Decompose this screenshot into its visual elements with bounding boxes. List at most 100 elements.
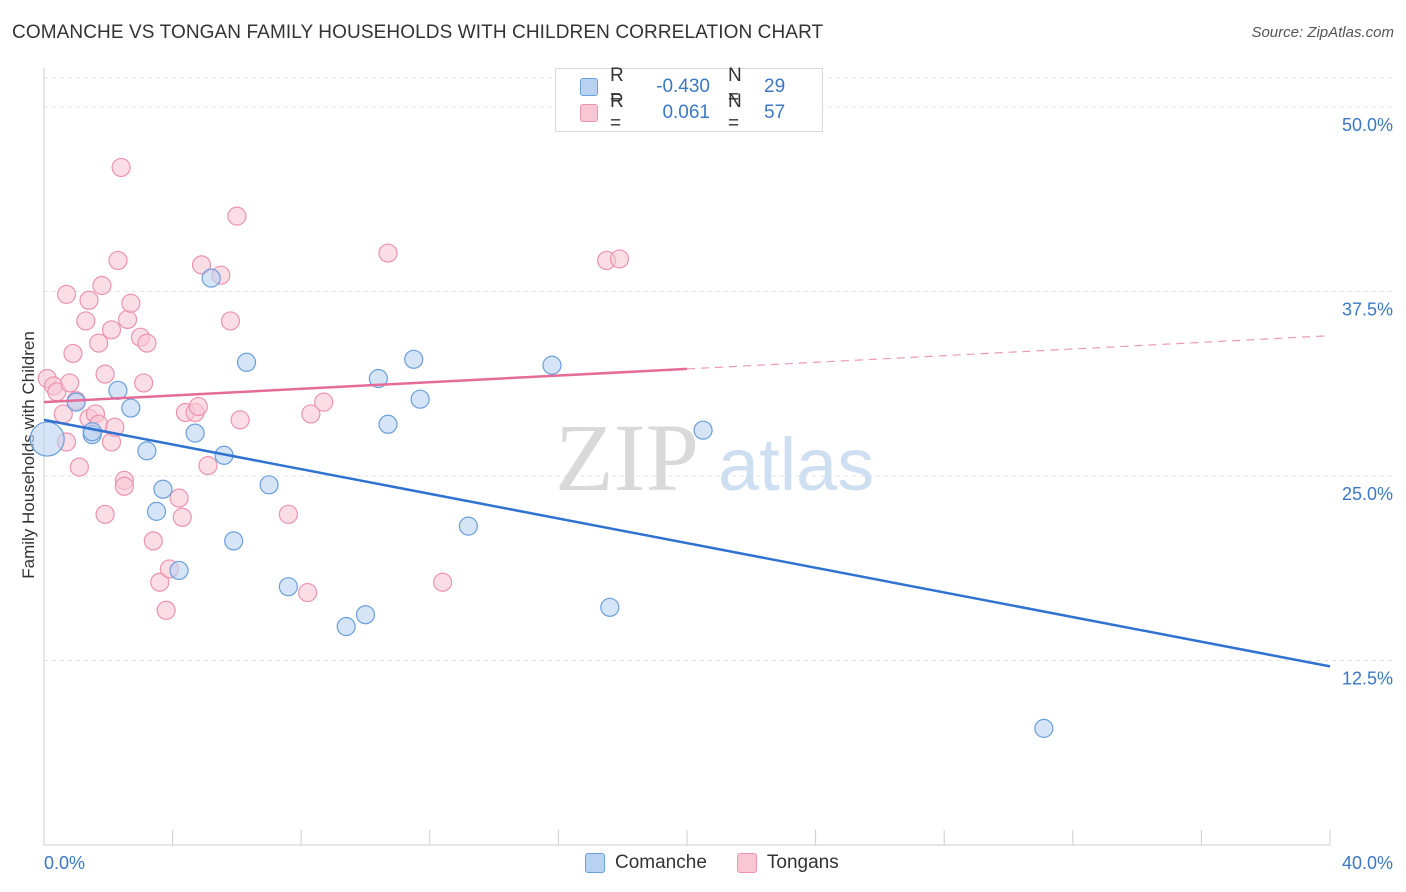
watermark-zip: ZIP (555, 404, 699, 511)
comanche-point (146, 501, 167, 521)
comanche-point (410, 389, 430, 409)
tongan-point (137, 333, 157, 353)
tongan-point (230, 410, 250, 430)
comanche-point (108, 380, 128, 400)
tongan-point (609, 249, 630, 269)
comanche-point (29, 421, 65, 457)
comanche-point (368, 368, 388, 389)
tongan-point (95, 504, 115, 524)
comanche-point (137, 441, 157, 461)
y-tick-label: 50.0% (1342, 115, 1393, 135)
tongan-point (169, 488, 189, 508)
x-tick-label: 0.0% (44, 853, 85, 873)
tongan-point (60, 373, 80, 393)
legend-tongans-label: Tongans (766, 852, 839, 873)
tongan-point (227, 206, 247, 226)
legend-row-comanche: R = -0.430 N = 29 (580, 65, 786, 108)
comanche-point (236, 352, 257, 372)
tongan-point (79, 290, 99, 310)
legend-n-value: 29 (764, 76, 786, 97)
tongan-trend-line-extension (686, 335, 1331, 370)
tongan-point (108, 250, 128, 271)
axes (43, 68, 1331, 846)
legend-row-tongans: R = 0.061 N = 57 (580, 91, 786, 134)
tick-labels: 12.5% 25.0% 37.5% 50.0% 0.0% 40.0% (44, 115, 1393, 873)
chart-title: COMANCHE VS TONGAN FAMILY HOUSEHOLDS WIT… (12, 22, 824, 43)
tongans-swatch (736, 853, 757, 873)
legend-n-label: N = (728, 65, 742, 108)
comanche-trend-line (43, 418, 1331, 668)
tongan-point (56, 284, 77, 304)
legend-r-value: 0.061 (662, 102, 710, 123)
tongan-point (117, 309, 138, 330)
comanche-point (259, 475, 279, 495)
legend-r-label: R = (610, 65, 624, 108)
legend-item-comanche[interactable]: Comanche (585, 852, 707, 874)
trend-lines (43, 335, 1331, 668)
comanche-point (278, 577, 298, 597)
tongan-point (63, 343, 83, 364)
comanche-point (542, 355, 562, 375)
comanche-point (600, 597, 620, 617)
comanche-point (169, 560, 189, 581)
comanche-swatch (585, 853, 605, 873)
series-legend: Comanche Tongans (585, 852, 869, 874)
y-tick-label: 37.5% (1342, 299, 1393, 319)
legend-r-value: -0.430 (656, 76, 710, 97)
comanche-point (82, 422, 102, 442)
comanche-point (378, 414, 398, 434)
tongans-swatch (580, 104, 598, 122)
comanche-point (185, 423, 205, 443)
y-tick-label: 25.0% (1342, 484, 1393, 504)
tongan-point (143, 531, 163, 551)
tongan-point (278, 504, 298, 524)
tongan-point (314, 392, 334, 412)
tongan-point (134, 373, 154, 393)
legend-n-label: N = (728, 91, 742, 134)
tongan-point (89, 333, 109, 353)
tongan-point (150, 572, 170, 592)
comanche-point (458, 516, 478, 536)
tongan-point (298, 582, 318, 603)
tongan-point (378, 243, 398, 263)
comanche-point (1034, 718, 1054, 738)
tongan-point (220, 311, 241, 331)
comanche-point (224, 531, 244, 551)
legend-comanche-label: Comanche (615, 852, 707, 873)
watermark-atlas: atlas (718, 423, 874, 506)
source-label: Source: ZipAtlas.com (1251, 24, 1394, 41)
comanche-point (404, 349, 424, 369)
correlation-legend: R = -0.430 N = 29 R = 0.061 N = 57 (555, 65, 823, 134)
comanche-point (66, 392, 86, 412)
tongan-point (156, 600, 176, 620)
legend-item-tongans[interactable]: Tongans (736, 852, 839, 874)
tongan-point (433, 572, 453, 592)
x-tick-label: 40.0% (1342, 853, 1393, 873)
tongan-point (114, 476, 134, 496)
y-tick-label: 12.5% (1342, 668, 1393, 688)
legend-n-value: 57 (764, 102, 786, 123)
tongan-point (69, 457, 89, 477)
tongan-point (76, 311, 96, 331)
data-points (29, 157, 1054, 738)
tongan-trend-line (43, 367, 688, 404)
comanche-point (121, 398, 141, 418)
tongan-point (121, 293, 141, 313)
comanche-point (153, 479, 173, 499)
tongan-point (111, 157, 131, 178)
tongan-point (198, 456, 218, 476)
tongan-point (92, 275, 112, 296)
watermark: ZIP atlas (555, 404, 874, 511)
tongan-point (101, 320, 122, 340)
tongan-point (191, 255, 212, 275)
y-axis-label: Family Households with Children (19, 331, 38, 579)
legend-r-label: R = (610, 91, 624, 134)
comanche-point (336, 616, 356, 637)
comanche-point (201, 268, 221, 288)
tongan-point (172, 507, 192, 527)
tongan-point (301, 404, 321, 424)
tongan-point (188, 396, 208, 417)
comanche-point (693, 420, 713, 440)
tongan-point (95, 364, 115, 384)
